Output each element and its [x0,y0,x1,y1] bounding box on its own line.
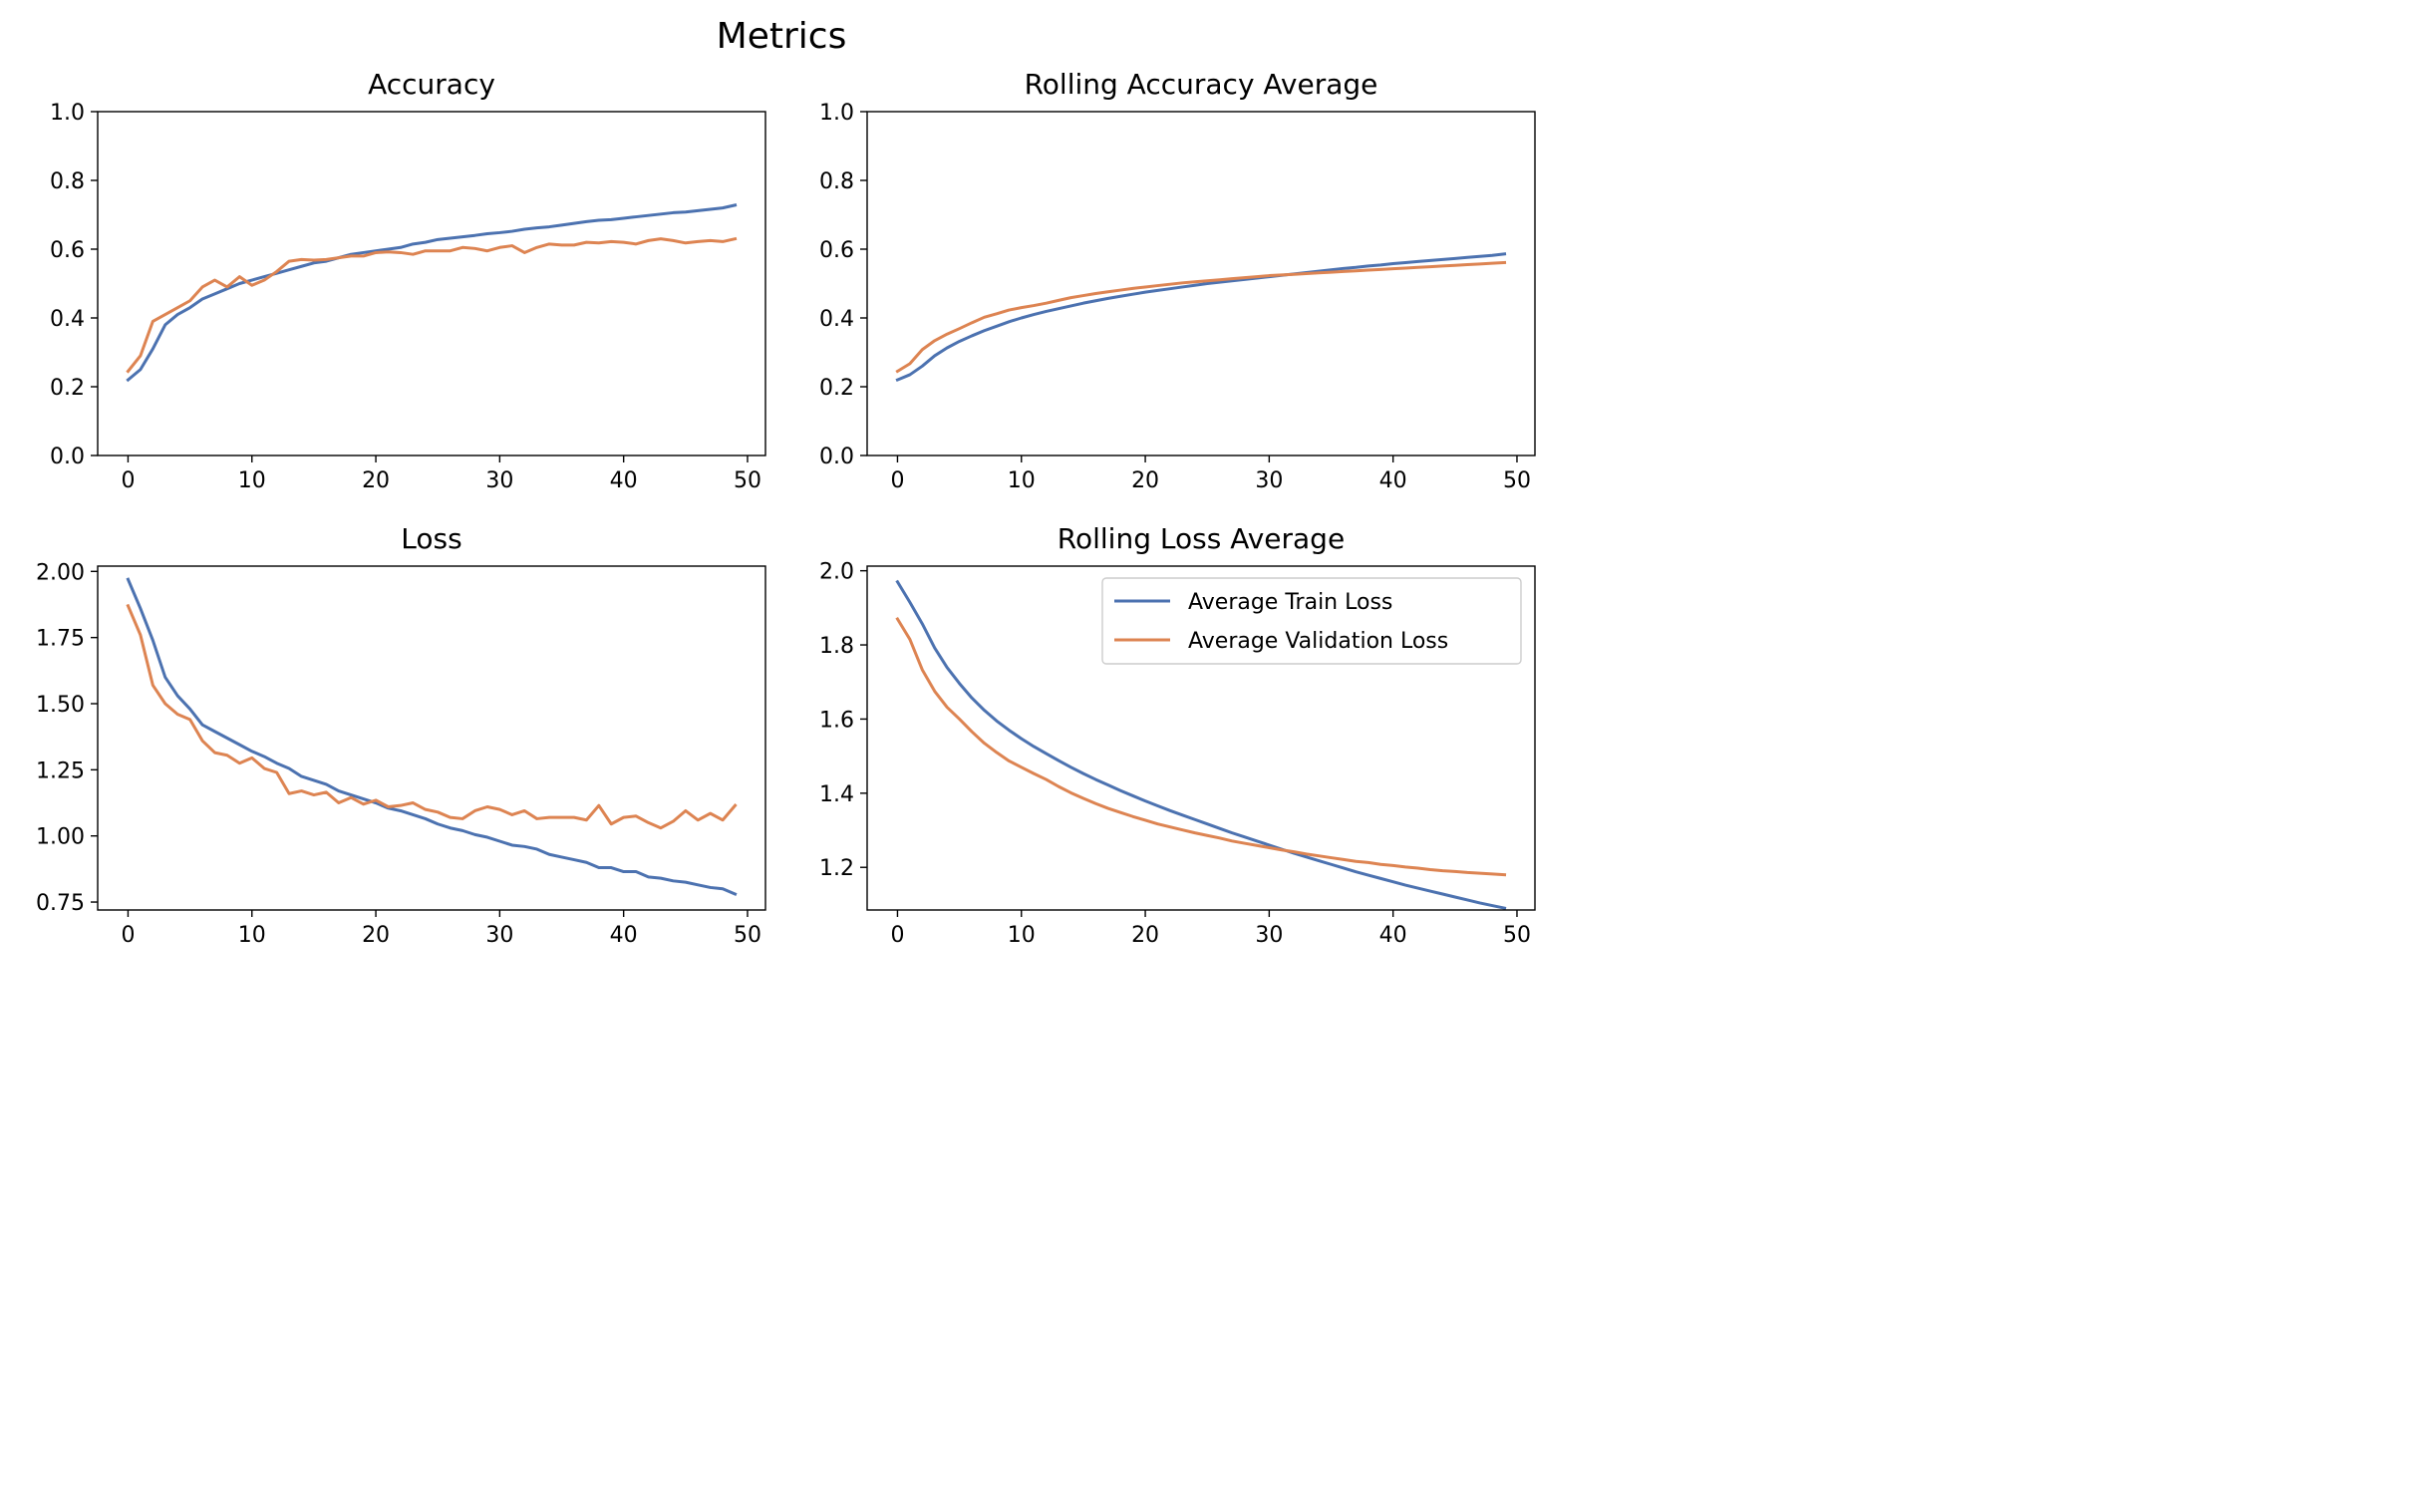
rolling-accuracy-average-xtick-label: 50 [1503,468,1531,493]
accuracy-xtick-label: 20 [362,468,390,493]
rolling-accuracy-average-ytick-label: 0.0 [819,445,854,469]
rolling-accuracy-average-ytick-label: 0.4 [819,307,854,332]
rolling-accuracy-average-ytick-label: 0.2 [819,376,854,401]
loss-xtick-label: 20 [362,923,390,948]
legend: Average Train Loss Average Validation Los… [1101,577,1522,665]
loss-xtick-label: 40 [610,923,638,948]
loss-panel: Loss 0 10 20 30 40 50 0.75 1.00 1.25 1.50 1.75 2.00 [36,522,766,948]
legend-label: Average Validation Loss [1188,629,1448,654]
accuracy-panel: Accuracy 0 10 20 30 40 50 0.0 0.2 0.4 0.6 0.8 1.0 [50,68,766,493]
accuracy-ytick-label: 0.8 [50,169,85,194]
accuracy-ytick-label: 0.2 [50,376,85,401]
accuracy-ytick-label: 1.0 [50,101,85,126]
rolling-loss-average-ytick-label: 2.0 [819,560,854,585]
loss-xtick-label: 50 [734,923,761,948]
accuracy-train-series-line [126,203,738,383]
loss-ytick-label: 1.00 [36,825,85,850]
rolling-accuracy-average-axes-frame [866,111,1536,456]
rolling-loss-average-ytick-label: 1.2 [819,856,854,881]
metrics-figure: Metrics Accuracy 0 10 20 30 40 50 0.0 0.2 0.4 0.6 0… [0,0,1563,974]
legend-box [1101,577,1522,665]
rolling-loss-average-average-validation-loss-line [895,616,1507,877]
loss-ytick-label: 0.75 [36,891,85,916]
rolling-loss-average-xtick-label: 10 [1008,923,1036,948]
rolling-accuracy-average-title: Rolling Accuracy Average [1025,68,1378,101]
rolling-loss-average-xtick-label: 30 [1255,923,1283,948]
rolling-loss-average-xtick-label: 40 [1379,923,1407,948]
accuracy-xtick-label: 30 [485,468,513,493]
loss-ytick-label: 1.50 [36,693,85,718]
accuracy-title: Accuracy [368,68,495,101]
rolling-accuracy-average-ytick-label: 0.8 [819,169,854,194]
loss-validation-series-line [126,603,738,830]
loss-ytick-label: 1.25 [36,758,85,783]
accuracy-xtick-label: 50 [734,468,761,493]
rolling-accuracy-average-ytick-label: 0.6 [819,238,854,263]
legend-label: Average Train Loss [1188,590,1392,615]
rolling-accuracy-average-validation-series-line [895,260,1507,374]
rolling-loss-average-title: Rolling Loss Average [1058,522,1345,555]
loss-ytick-label: 1.75 [36,627,85,652]
accuracy-xtick-label: 10 [238,468,266,493]
rolling-accuracy-average-panel: Rolling Accuracy Average 0 10 20 30 40 50 0.0 0.… [819,68,1536,493]
rolling-accuracy-average-xtick-label: 40 [1379,468,1407,493]
loss-xtick-label: 0 [121,923,135,948]
rolling-loss-average-xtick-label: 20 [1131,923,1159,948]
accuracy-ytick-label: 0.0 [50,445,85,469]
rolling-loss-average-ytick-label: 1.6 [819,708,854,733]
rolling-accuracy-average-ytick-label: 1.0 [819,101,854,126]
rolling-accuracy-average-xtick-label: 30 [1255,468,1283,493]
rolling-loss-average-axes-frame [866,565,1536,911]
rolling-accuracy-average-xtick-label: 10 [1008,468,1036,493]
rolling-accuracy-average-xtick-label: 20 [1131,468,1159,493]
rolling-loss-average-xtick-label: 0 [890,923,904,948]
figure-title: Metrics [717,16,847,57]
accuracy-xtick-label: 0 [121,468,135,493]
rolling-loss-average-xtick-label: 50 [1503,923,1531,948]
loss-xtick-label: 10 [238,923,266,948]
accuracy-ytick-label: 0.6 [50,238,85,263]
rolling-accuracy-average-xtick-label: 0 [890,468,904,493]
accuracy-axes-frame [97,111,766,456]
accuracy-xtick-label: 40 [610,468,638,493]
rolling-loss-average-ytick-label: 1.4 [819,782,854,807]
loss-title: Loss [401,522,461,555]
rolling-loss-average-average-train-loss-line [895,579,1507,910]
loss-axes-frame [97,565,766,911]
loss-xtick-label: 30 [485,923,513,948]
accuracy-ytick-label: 0.4 [50,307,85,332]
rolling-accuracy-average-train-series-line [895,252,1507,383]
loss-train-series-line [126,577,738,897]
loss-ytick-label: 2.00 [36,560,85,585]
accuracy-validation-series-line [126,236,738,374]
rolling-loss-average-panel: Rolling Loss Average 0 10 20 30 40 50 1.2 1.4 1.6… [819,522,1536,948]
rolling-loss-average-ytick-label: 1.8 [819,634,854,659]
